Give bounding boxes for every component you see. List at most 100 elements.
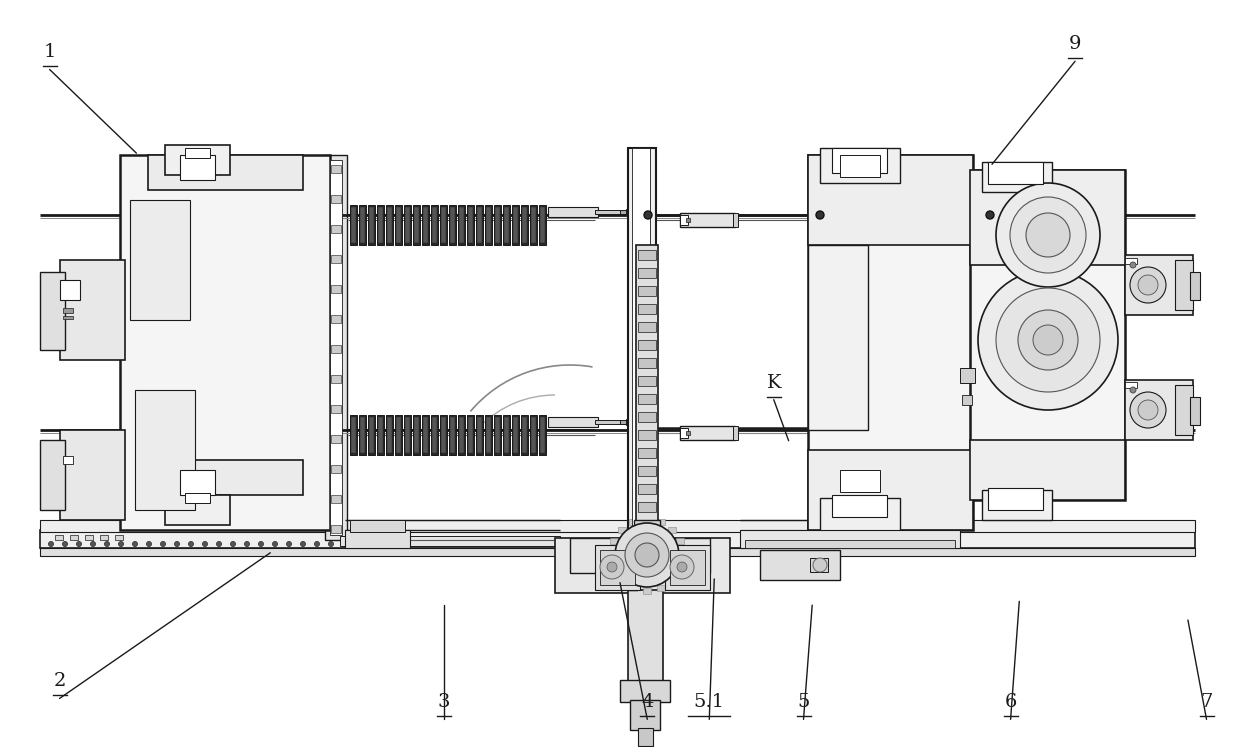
Text: 3: 3	[438, 693, 450, 711]
Bar	[130, 200, 190, 320]
Bar	[63, 456, 73, 464]
Bar	[639, 430, 656, 440]
Bar	[670, 550, 706, 585]
Bar	[760, 550, 839, 580]
Bar	[808, 155, 973, 530]
Bar	[960, 368, 975, 383]
Bar	[513, 417, 518, 453]
Bar	[340, 536, 560, 546]
Circle shape	[1130, 387, 1136, 393]
Bar	[513, 207, 518, 243]
Bar	[680, 215, 688, 225]
Bar	[495, 207, 500, 243]
Bar	[485, 415, 492, 455]
Bar	[676, 539, 684, 545]
Bar	[405, 417, 410, 453]
Bar	[350, 205, 357, 245]
Bar	[668, 577, 677, 583]
Bar	[539, 415, 546, 455]
Bar	[503, 415, 510, 455]
Circle shape	[175, 542, 180, 547]
Bar	[331, 495, 341, 503]
Bar	[368, 415, 374, 455]
Bar	[404, 415, 410, 455]
Bar	[503, 417, 508, 453]
Bar	[644, 588, 651, 594]
Circle shape	[62, 542, 67, 547]
Bar	[422, 415, 429, 455]
Bar	[350, 415, 357, 455]
Bar	[86, 535, 93, 540]
Bar	[988, 162, 1043, 184]
Bar	[432, 415, 438, 455]
Circle shape	[1130, 262, 1136, 268]
Bar	[459, 207, 464, 243]
Circle shape	[371, 542, 376, 547]
Bar	[620, 210, 627, 214]
Circle shape	[217, 542, 222, 547]
Bar	[386, 205, 393, 245]
Bar	[1125, 255, 1193, 315]
Bar	[459, 417, 464, 453]
Bar	[331, 375, 341, 383]
Bar	[680, 428, 688, 438]
Bar	[370, 207, 374, 243]
Circle shape	[1025, 213, 1070, 257]
Text: 9: 9	[1069, 35, 1081, 53]
Bar	[331, 315, 341, 323]
Circle shape	[813, 558, 827, 572]
Bar	[360, 207, 365, 243]
Bar	[476, 415, 484, 455]
Bar	[539, 417, 546, 453]
Bar	[639, 502, 656, 512]
Bar	[610, 539, 618, 545]
Bar	[477, 207, 482, 243]
Circle shape	[644, 211, 652, 219]
Bar	[539, 205, 546, 245]
Bar	[40, 548, 1195, 556]
Bar	[529, 415, 537, 455]
Bar	[325, 155, 347, 540]
Circle shape	[273, 542, 278, 547]
Bar	[629, 518, 637, 524]
Bar	[639, 728, 653, 746]
Bar	[180, 470, 215, 495]
Bar	[626, 419, 630, 425]
Circle shape	[600, 555, 624, 579]
Bar	[970, 170, 1125, 265]
Bar	[331, 465, 341, 473]
Bar	[368, 205, 374, 245]
Text: 5: 5	[797, 693, 810, 711]
Circle shape	[625, 533, 670, 577]
Bar	[665, 545, 711, 590]
Bar	[63, 316, 73, 319]
Circle shape	[300, 542, 305, 547]
Bar	[639, 358, 656, 368]
Bar	[636, 245, 658, 525]
Bar	[570, 538, 711, 573]
Bar	[440, 205, 446, 245]
Bar	[360, 205, 366, 245]
Bar	[331, 225, 341, 233]
Bar	[531, 207, 536, 243]
Bar	[378, 417, 383, 453]
Bar	[486, 417, 491, 453]
Bar	[494, 205, 501, 245]
Bar	[548, 417, 598, 427]
Bar	[467, 205, 474, 245]
Bar	[820, 498, 900, 533]
Bar	[639, 466, 656, 476]
Circle shape	[315, 542, 320, 547]
Bar	[632, 148, 650, 558]
Bar	[331, 195, 341, 203]
Bar	[808, 450, 973, 530]
Circle shape	[329, 542, 334, 547]
Bar	[512, 415, 520, 455]
Bar	[148, 460, 303, 495]
Bar	[495, 417, 500, 453]
Bar	[639, 340, 656, 350]
Bar	[629, 585, 637, 592]
Circle shape	[188, 542, 193, 547]
Bar	[808, 245, 868, 430]
Bar	[165, 145, 229, 175]
